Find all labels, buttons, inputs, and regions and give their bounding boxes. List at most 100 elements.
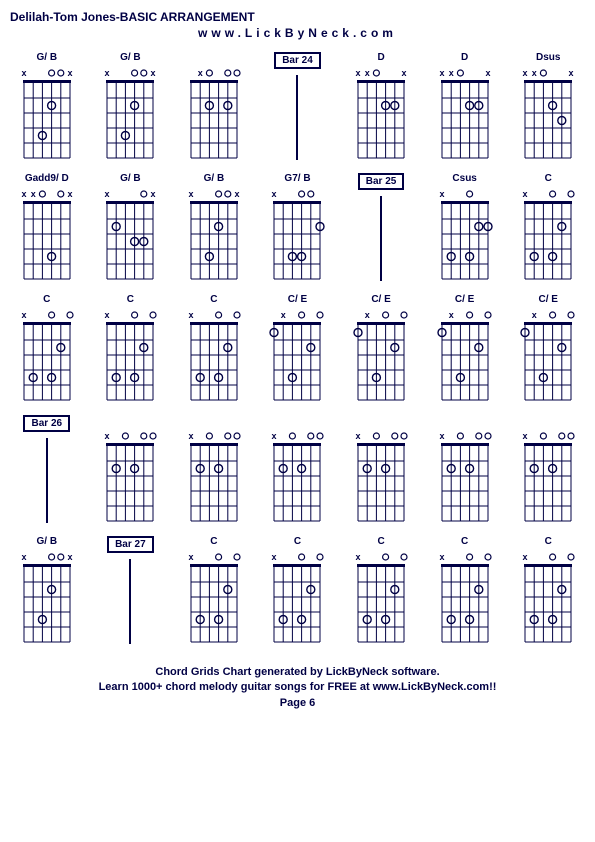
- chord-cell: G/ Bxx: [10, 52, 84, 161]
- bar-line: [380, 196, 382, 281]
- chord-diagram: xxx: [436, 66, 494, 161]
- svg-text:x: x: [356, 552, 361, 562]
- chord-diagram: xxx: [18, 187, 76, 282]
- chord-cell: Gadd9/ Dxxx: [10, 173, 84, 282]
- svg-text:x: x: [188, 310, 193, 320]
- svg-text:x: x: [439, 431, 444, 441]
- svg-text:x: x: [21, 68, 26, 78]
- svg-text:x: x: [105, 189, 110, 199]
- chord-diagram: x: [519, 429, 577, 524]
- chord-name: G/ B: [120, 52, 141, 64]
- svg-text:x: x: [448, 68, 453, 78]
- svg-text:x: x: [188, 189, 193, 199]
- svg-text:x: x: [485, 68, 490, 78]
- svg-text:x: x: [234, 189, 239, 199]
- chord-diagram: x: [519, 187, 577, 282]
- chord-cell: C/ Ex: [261, 294, 335, 403]
- bar-label: Bar 25: [358, 173, 405, 190]
- chord-cell: x: [511, 415, 585, 524]
- svg-text:x: x: [402, 68, 407, 78]
- chord-diagram: x: [185, 308, 243, 403]
- chord-cell: x: [177, 415, 251, 524]
- chord-diagram: x: [185, 429, 243, 524]
- chord-name: G/ B: [204, 173, 225, 185]
- chord-cell: G/ Bxx: [94, 52, 168, 161]
- chord-name: C: [545, 536, 552, 548]
- chord-diagram: xxx: [352, 66, 410, 161]
- chord-cell: Csusx: [428, 173, 502, 282]
- svg-text:x: x: [272, 552, 277, 562]
- svg-text:x: x: [151, 68, 156, 78]
- chord-cell: Cx: [261, 536, 335, 645]
- chord-cell: Cx: [177, 294, 251, 403]
- chord-cell: Cx: [94, 294, 168, 403]
- svg-text:x: x: [21, 189, 26, 199]
- chord-name: G/ B: [37, 52, 58, 64]
- chord-cell: Cx: [177, 536, 251, 645]
- chord-cell: x: [94, 415, 168, 524]
- chord-diagram: x: [352, 429, 410, 524]
- chord-diagram: x: [519, 308, 577, 403]
- chord-diagram: x: [268, 308, 326, 403]
- svg-text:x: x: [67, 189, 72, 199]
- svg-text:x: x: [448, 310, 453, 320]
- chord-name: C: [377, 536, 384, 548]
- chord-cell: x: [428, 415, 502, 524]
- chord-name: Gadd9/ D: [25, 173, 69, 185]
- chord-name: C/ E: [288, 294, 307, 306]
- chord-cell: x: [261, 415, 335, 524]
- chord-name: C: [545, 173, 552, 185]
- bar-label: Bar 26: [23, 415, 70, 432]
- bar-line: [296, 75, 298, 160]
- chord-diagram: x: [268, 550, 326, 645]
- bar-marker: Bar 24: [261, 52, 335, 161]
- svg-text:x: x: [67, 552, 72, 562]
- chord-name: C: [210, 536, 217, 548]
- footer-line-1: Chord Grids Chart generated by LickByNec…: [10, 665, 585, 680]
- chord-name: D: [377, 52, 384, 64]
- page-title: Delilah-Tom Jones-BASIC ARRANGEMENT: [10, 10, 585, 24]
- chord-grid: G/ BxxG/ BxxxBar 24DxxxDxxxDsusxxxGadd9/…: [10, 52, 585, 645]
- chord-name: Dsus: [536, 52, 560, 64]
- bar-line: [129, 559, 131, 644]
- svg-text:x: x: [439, 552, 444, 562]
- svg-text:x: x: [569, 68, 574, 78]
- chord-diagram: xxx: [519, 66, 577, 161]
- chord-cell: Dxxx: [344, 52, 418, 161]
- svg-text:x: x: [67, 68, 72, 78]
- svg-text:x: x: [105, 68, 110, 78]
- chord-name: C: [127, 294, 134, 306]
- footer-line-3: Page 6: [10, 696, 585, 711]
- chord-diagram: x: [519, 550, 577, 645]
- bar-label: Bar 27: [107, 536, 154, 553]
- chord-diagram: x: [268, 187, 326, 282]
- chord-name: G/ B: [37, 536, 58, 548]
- chord-diagram: x: [101, 429, 159, 524]
- chord-diagram: x: [436, 308, 494, 403]
- chord-name: C/ E: [538, 294, 557, 306]
- chord-diagram: x: [18, 308, 76, 403]
- svg-text:x: x: [30, 189, 35, 199]
- chord-diagram: xx: [18, 66, 76, 161]
- svg-text:x: x: [523, 552, 528, 562]
- chord-diagram: x: [185, 66, 243, 161]
- chord-diagram: x: [436, 187, 494, 282]
- chord-cell: Cx: [511, 173, 585, 282]
- chord-diagram: xx: [101, 66, 159, 161]
- svg-text:x: x: [21, 552, 26, 562]
- svg-text:x: x: [523, 68, 528, 78]
- chord-cell: G/ B x x: [177, 173, 251, 282]
- svg-text:x: x: [151, 189, 156, 199]
- svg-text:x: x: [439, 189, 444, 199]
- chord-diagram: xx: [18, 550, 76, 645]
- chord-cell: Dsusxxx: [511, 52, 585, 161]
- chord-cell: C/ Ex: [428, 294, 502, 403]
- svg-text:x: x: [105, 431, 110, 441]
- svg-text:x: x: [281, 310, 286, 320]
- chord-cell: G/ Bxx: [94, 173, 168, 282]
- bar-marker: Bar 26: [10, 415, 84, 524]
- chord-name: C: [210, 294, 217, 306]
- chord-name: C: [294, 536, 301, 548]
- chord-name: C/ E: [371, 294, 390, 306]
- page-subtitle: www.LickByNeck.com: [10, 26, 585, 40]
